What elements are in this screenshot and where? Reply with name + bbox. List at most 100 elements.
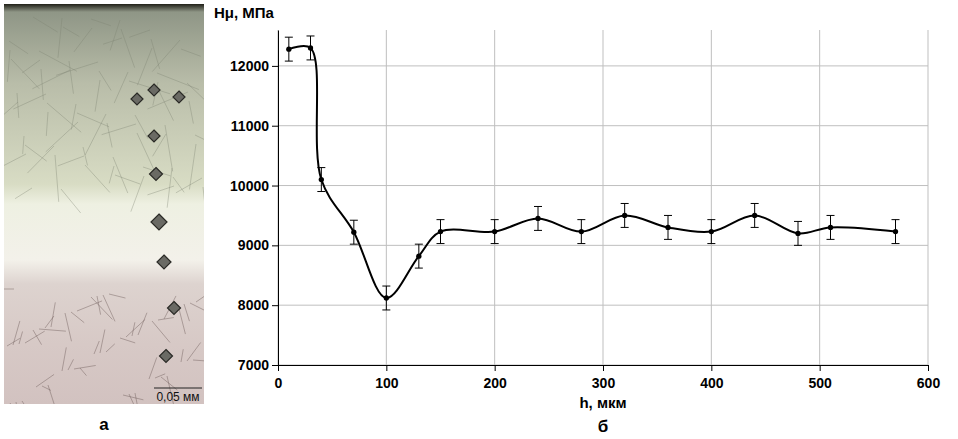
error-bar xyxy=(317,168,325,192)
error-bar xyxy=(664,215,672,239)
y-tick: 7000 xyxy=(238,357,278,373)
grid-line xyxy=(603,30,604,365)
x-tick-label: 500 xyxy=(808,375,832,391)
indent xyxy=(173,91,185,103)
grid-line xyxy=(386,30,387,365)
indent xyxy=(151,214,167,230)
grid-line xyxy=(711,30,712,365)
y-tick-mark xyxy=(272,126,278,127)
panel-label: б xyxy=(598,417,609,436)
marker xyxy=(286,46,291,51)
error-bar xyxy=(751,203,759,227)
x-tick: 400 xyxy=(700,365,724,391)
x-tick-mark xyxy=(928,365,929,371)
marker xyxy=(416,253,421,258)
panel-label: а xyxy=(99,415,109,434)
marker xyxy=(893,229,898,234)
indent xyxy=(150,168,163,181)
y-tick-label: 12000 xyxy=(230,58,269,74)
x-tick-mark xyxy=(495,365,496,371)
error-bar xyxy=(621,203,629,227)
markers xyxy=(286,45,898,300)
chart-panel: 0 100 200 300 400 500 600 7000 8000 9000 10000 1100… xyxy=(214,4,940,411)
x-tick-label: 400 xyxy=(700,375,724,391)
grid-line xyxy=(928,30,929,365)
indent xyxy=(131,93,143,105)
figure: 0,05 мм а 0 100 200 300 400 500 600 7000 8000 9000 1… xyxy=(0,0,958,439)
x-tick-mark xyxy=(386,365,387,371)
marker xyxy=(308,45,313,50)
y-tick-mark xyxy=(272,245,278,246)
y-tick-mark xyxy=(272,186,278,187)
marker xyxy=(319,177,324,182)
micrograph-panel: 0,05 мм xyxy=(0,4,228,432)
x-tick-mark xyxy=(603,365,604,371)
error-bar xyxy=(707,220,715,244)
x-tick: 200 xyxy=(483,365,507,391)
marker xyxy=(384,295,389,300)
y-axis-line xyxy=(278,31,279,366)
error-bar xyxy=(285,37,293,61)
x-axis: 0 100 200 300 400 500 600 xyxy=(275,365,941,391)
y-tick-label: 8000 xyxy=(238,297,269,313)
marker xyxy=(828,225,833,230)
indent xyxy=(148,130,160,142)
scale-bar-label: 0,05 мм xyxy=(156,390,199,404)
error-bar xyxy=(415,244,423,268)
error-bar xyxy=(350,220,358,244)
y-tick-label: 7000 xyxy=(238,357,269,373)
y-tick: 10000 xyxy=(230,178,278,194)
x-tick: 300 xyxy=(592,365,616,391)
y-axis: 7000 8000 9000 10000 11000 12000 xyxy=(230,31,278,373)
y-tick-mark xyxy=(272,66,278,67)
indents xyxy=(131,84,185,363)
error-bars xyxy=(285,36,900,310)
marker xyxy=(492,229,497,234)
grid-line xyxy=(278,30,279,365)
y-tick-label: 11000 xyxy=(231,118,269,134)
y-tick-label: 9000 xyxy=(238,237,269,253)
y-axis-title: Hμ, МПа xyxy=(214,4,275,21)
marker xyxy=(579,229,584,234)
x-tick-label: 600 xyxy=(917,375,941,391)
x-tick-mark xyxy=(820,365,821,371)
y-tick-mark xyxy=(272,365,278,366)
marker xyxy=(438,229,443,234)
indent xyxy=(160,350,173,363)
grid-line xyxy=(819,30,820,365)
marker xyxy=(535,216,540,221)
marker xyxy=(709,229,714,234)
micrograph-background xyxy=(4,4,204,404)
x-tick: 100 xyxy=(375,365,399,391)
y-tick-mark xyxy=(272,305,278,306)
marker xyxy=(622,213,627,218)
micrograph-texture xyxy=(4,16,204,404)
error-bar xyxy=(827,215,835,239)
error-bar xyxy=(491,220,499,244)
grid xyxy=(278,30,928,365)
y-tick: 11000 xyxy=(231,118,278,134)
error-bar xyxy=(577,220,585,244)
marker xyxy=(795,231,800,236)
y-tick-label: 10000 xyxy=(230,178,269,194)
error-bar xyxy=(892,220,900,244)
x-tick-label: 200 xyxy=(483,375,507,391)
x-tick: 500 xyxy=(808,365,832,391)
x-tick-label: 0 xyxy=(275,375,283,391)
x-tick: 600 xyxy=(917,365,941,391)
y-tick: 9000 xyxy=(238,237,278,253)
y-tick: 12000 xyxy=(230,58,278,74)
data-line xyxy=(289,46,896,298)
marker xyxy=(351,230,356,235)
error-bar xyxy=(437,220,445,244)
x-tick: 0 xyxy=(275,365,283,391)
indent xyxy=(168,302,181,315)
x-tick-label: 100 xyxy=(375,375,399,391)
x-tick-mark xyxy=(711,365,712,371)
x-tick-mark xyxy=(278,365,279,371)
marker xyxy=(752,213,757,218)
x-tick-label: 300 xyxy=(592,375,616,391)
y-tick: 8000 xyxy=(238,297,278,313)
error-bar xyxy=(534,206,542,230)
error-bar xyxy=(307,36,315,60)
